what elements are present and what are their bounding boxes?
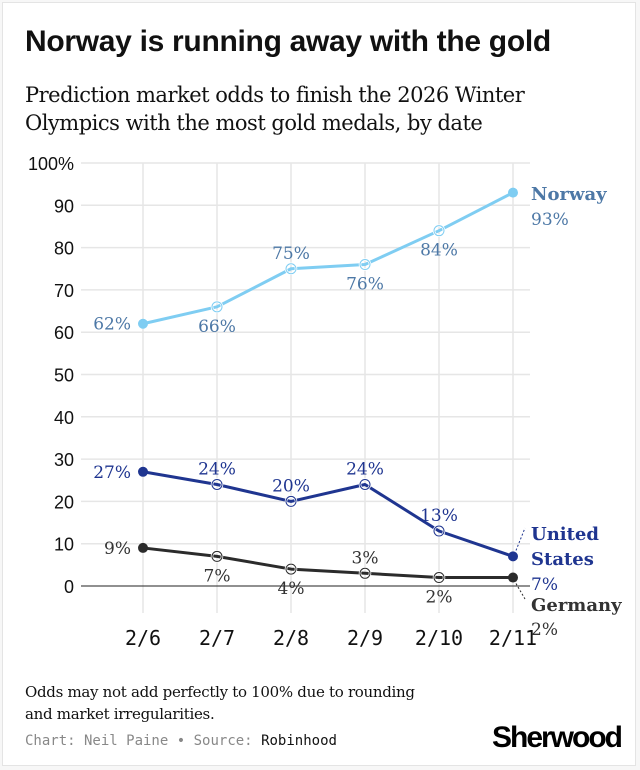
norway-data-label: 84% xyxy=(420,241,458,261)
chart-subtitle: Prediction market odds to finish the 202… xyxy=(25,83,525,135)
norway-data-label: 76% xyxy=(346,275,384,295)
x-tick-label: 2/11 xyxy=(489,626,537,650)
germany-data-label: 2% xyxy=(426,588,453,608)
x-tick-label: 2/8 xyxy=(273,626,309,650)
germany-leader-line xyxy=(515,583,526,600)
germany-point xyxy=(285,563,297,575)
norway-series-name: Norway xyxy=(531,184,607,205)
united-states-data-label: 27% xyxy=(93,463,131,483)
y-tick-label: 50 xyxy=(54,366,74,386)
united-states-point xyxy=(508,551,518,562)
germany-data-label: 3% xyxy=(352,548,379,568)
separator: • xyxy=(176,733,186,749)
norway-data-label: 62% xyxy=(93,315,131,335)
united-states-line xyxy=(142,470,514,558)
y-tick-label: 30 xyxy=(54,450,74,470)
united-states-end-value: 7% xyxy=(531,575,558,595)
norway-data-label: 75% xyxy=(272,244,310,264)
y-tick-label: 80 xyxy=(54,239,74,259)
source-name: Robinhood xyxy=(261,733,337,749)
y-tick-label: 20 xyxy=(54,492,74,512)
norway-end-value: 93% xyxy=(531,210,569,230)
norway-point xyxy=(359,259,371,271)
chart-title: Norway is running away with the gold xyxy=(25,25,551,58)
germany-point xyxy=(138,542,148,553)
united-states-series-name: States xyxy=(531,549,594,570)
united-states-point xyxy=(211,478,223,490)
united-states-point xyxy=(285,495,297,507)
germany-series-name: Germany xyxy=(531,595,622,616)
sherwood-logo: Sherwood xyxy=(491,721,623,754)
footnote: Odds may not add perfectly to 100% due t… xyxy=(25,683,415,723)
united-states-point xyxy=(433,525,445,537)
united-states-data-label: 20% xyxy=(272,476,310,496)
norway-point xyxy=(211,301,223,313)
germany-data-label: 4% xyxy=(278,579,305,599)
united-states-data-label: 24% xyxy=(198,459,236,479)
united-states-data-label: 13% xyxy=(420,506,458,526)
y-tick-label: 10 xyxy=(54,535,74,555)
germany-data-label: 9% xyxy=(104,539,131,559)
united-states-point xyxy=(138,466,148,477)
x-tick-label: 2/6 xyxy=(125,626,161,650)
germany-point xyxy=(508,572,518,583)
germany-data-label: 7% xyxy=(204,566,231,586)
united-states-series-name: United xyxy=(531,524,599,545)
x-tick-label: 2/9 xyxy=(347,626,383,650)
y-tick-label: 100% xyxy=(28,154,74,174)
united-states-data-label: 24% xyxy=(346,459,384,479)
source-label: Source: xyxy=(193,733,253,749)
y-tick-label: 0 xyxy=(64,577,74,597)
line-chart: 0 10 20 30 40 50 60 70 80 90 100% 2/6 2/7 2/8 2/9 2/10 2… xyxy=(28,154,622,650)
norway-point xyxy=(433,225,445,237)
norway-data-label: 66% xyxy=(198,317,236,337)
norway-line xyxy=(142,191,514,326)
germany-point xyxy=(211,550,223,562)
united-states-point xyxy=(359,478,371,490)
germany-point xyxy=(433,572,445,584)
x-tick-label: 2/10 xyxy=(415,626,463,650)
x-tick-label: 2/7 xyxy=(199,626,235,650)
germany-point xyxy=(359,567,371,579)
credit-line: Chart: Neil Paine • Source: Robinhood xyxy=(25,733,337,749)
chart-credit: Chart: Neil Paine xyxy=(25,733,169,749)
y-tick-label: 90 xyxy=(54,196,74,216)
norway-point xyxy=(285,263,297,275)
germany-line xyxy=(142,546,513,580)
norway-point xyxy=(138,318,148,329)
germany-end-value: 2% xyxy=(531,620,558,640)
y-tick-label: 70 xyxy=(54,281,74,301)
united-states-leader-line xyxy=(515,527,526,551)
y-tick-label: 60 xyxy=(54,323,74,343)
y-tick-label: 40 xyxy=(54,408,74,428)
norway-point xyxy=(508,187,518,198)
